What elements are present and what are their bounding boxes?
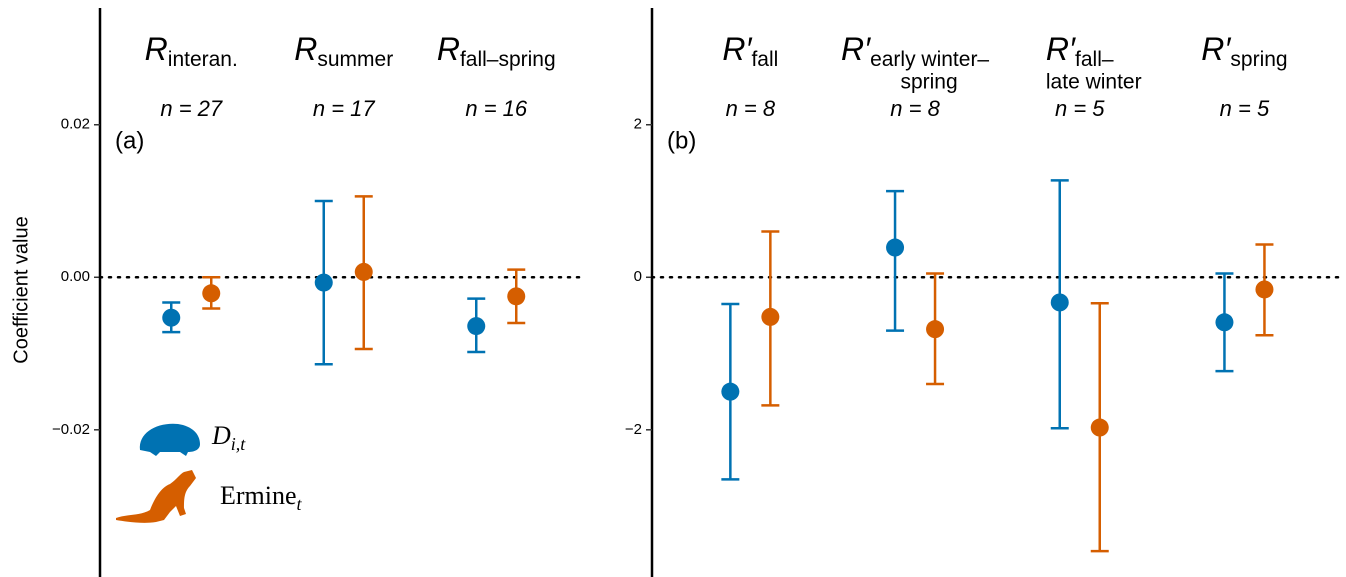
point <box>467 317 486 336</box>
category-header: R′fall <box>722 31 778 70</box>
legend-subscript: t <box>297 494 303 514</box>
category-subscript: spring <box>1230 48 1287 71</box>
y-axis-title: Coefficient value <box>10 216 32 364</box>
point <box>314 273 333 292</box>
legend-name: D <box>211 421 231 450</box>
category-header: Rinteran. <box>145 31 238 70</box>
category-symbol: R <box>145 31 168 67</box>
y-tick-label: 0.02 <box>61 116 90 133</box>
legend-label: Erminet <box>220 481 303 514</box>
sample-size-label: n = 27 <box>160 96 223 121</box>
category-subscript: spring <box>900 71 957 94</box>
sample-size-label: n = 16 <box>465 96 528 121</box>
sample-size-label: n = 8 <box>890 96 940 121</box>
category-header: Rsummer <box>294 31 393 70</box>
category-symbol: R′ <box>722 31 752 67</box>
point <box>721 382 740 401</box>
category-subscript: summer <box>317 48 393 71</box>
legend-icons <box>116 423 200 523</box>
sample-size-label: n = 8 <box>726 96 776 121</box>
point <box>1255 280 1274 299</box>
category-subscript: interan. <box>168 48 238 71</box>
category-subscript: fall–spring <box>460 48 556 71</box>
category-symbol: R <box>437 31 460 67</box>
category-subscript: fall <box>751 48 778 71</box>
y-tick-label: 0 <box>634 268 642 285</box>
point <box>162 308 181 327</box>
panel-label: (a) <box>115 127 144 154</box>
y-tick-label: 2 <box>634 116 642 133</box>
point <box>886 238 905 257</box>
legend-label: Di,t <box>211 421 246 454</box>
ermine-icon <box>116 470 196 523</box>
y-tick-label: −0.02 <box>52 421 90 438</box>
category-header: Rfall–spring <box>437 31 556 70</box>
category-header: R′spring <box>1201 31 1287 70</box>
point <box>761 307 780 326</box>
point <box>1090 418 1109 437</box>
point <box>354 262 373 281</box>
point <box>1050 293 1069 312</box>
category-header: R′early winter– <box>841 31 989 70</box>
legend-name: Ermine <box>220 481 297 510</box>
point <box>202 284 221 303</box>
category-subscript: early winter– <box>870 48 989 71</box>
category-symbol: R′ <box>1201 31 1231 67</box>
error-bar <box>886 189 905 332</box>
vole-icon <box>139 423 200 456</box>
sample-size-label: n = 17 <box>313 96 376 121</box>
point <box>926 320 945 339</box>
y-tick-label: 0.00 <box>61 268 90 285</box>
category-subscript: fall– <box>1075 48 1114 71</box>
y-tick-label: −2 <box>625 421 642 438</box>
category-symbol: R <box>294 31 317 67</box>
category-symbol: R′ <box>841 31 871 67</box>
panel-label: (b) <box>667 127 696 154</box>
legend-subscript: i,t <box>231 434 247 454</box>
sample-size-label: n = 5 <box>1055 96 1105 121</box>
category-subscript: late winter <box>1046 71 1142 94</box>
category-symbol: R′ <box>1046 31 1076 67</box>
point <box>507 287 526 306</box>
category-header: R′fall– <box>1046 31 1114 70</box>
point <box>1215 313 1234 332</box>
sample-size-label: n = 5 <box>1220 96 1270 121</box>
